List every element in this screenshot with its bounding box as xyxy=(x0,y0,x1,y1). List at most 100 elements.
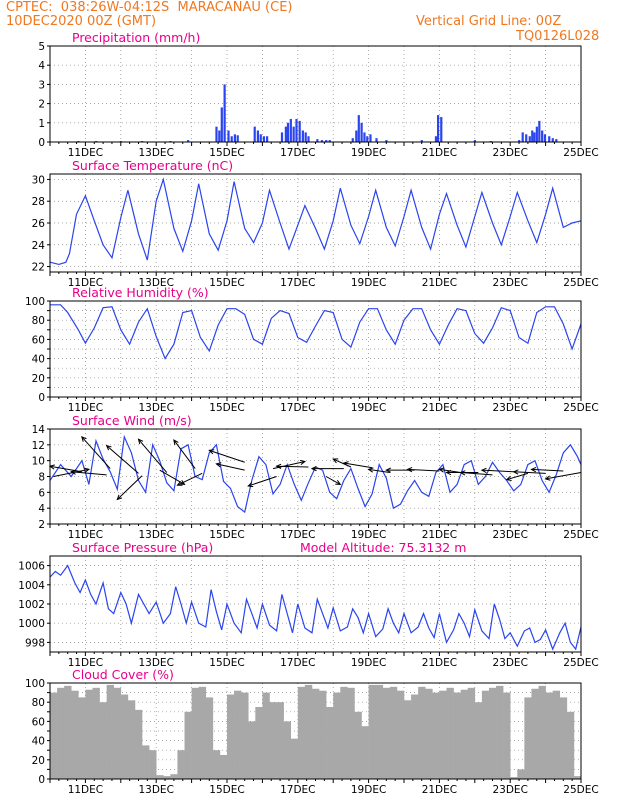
rh-xtick-label: 11DEC xyxy=(68,402,103,414)
temp-xtick-label: 19DEC xyxy=(351,277,386,289)
precip-frame xyxy=(49,45,582,143)
wind-vector xyxy=(173,439,196,469)
precip-bar xyxy=(440,117,443,142)
precip-bar xyxy=(525,134,528,142)
precip-ytick-label: 4 xyxy=(38,60,45,72)
wind-ytick-label: 6 xyxy=(38,487,45,499)
cloud-bar xyxy=(304,684,313,779)
wind-series-line xyxy=(49,434,582,514)
cloud-bar xyxy=(227,694,235,779)
wind-xtick-label: 17DEC xyxy=(280,529,315,541)
cloud-bar xyxy=(481,690,490,779)
cloud-bar xyxy=(559,697,568,779)
wind-vector xyxy=(276,465,309,468)
precip-bar xyxy=(220,107,223,142)
cloud-bar xyxy=(297,686,306,779)
wind-ytick-label: 4 xyxy=(38,503,45,515)
pres-xtick-label: 15DEC xyxy=(209,657,244,669)
wind-ytick-label: 12 xyxy=(32,440,45,452)
rh-ytick-label: 60 xyxy=(32,334,45,346)
precip-bar xyxy=(369,134,372,142)
wind-arrowhead xyxy=(116,494,123,501)
cloud-title: Cloud Cover (%) xyxy=(72,667,174,682)
rh-frame xyxy=(49,300,582,398)
cloud-xtick-label: 23DEC xyxy=(492,784,527,796)
cloud-bar xyxy=(127,700,136,779)
precip-bar xyxy=(375,138,378,142)
cloud-bar xyxy=(241,692,249,779)
wind-vector xyxy=(368,468,390,474)
wind-ytick-label: 10 xyxy=(32,456,45,468)
cloud-bar xyxy=(453,692,461,779)
wind-xtick-label: 23DEC xyxy=(492,529,527,541)
pres-panel xyxy=(47,555,582,656)
cloud-bar xyxy=(460,689,469,779)
cloud-bar xyxy=(418,686,426,779)
rh-xtick-label: 19DEC xyxy=(351,402,386,414)
precip-bar xyxy=(328,140,331,142)
pres-xtick-label: 21DEC xyxy=(422,657,457,669)
rh-xtick-label: 21DEC xyxy=(422,402,457,414)
pres-ytick-label: 1002 xyxy=(18,599,45,611)
wind-vector xyxy=(81,436,111,469)
wind-vector xyxy=(159,469,185,485)
wind-xtick-label: 11DEC xyxy=(68,529,103,541)
wind-vector xyxy=(106,445,139,474)
cloud-bar xyxy=(326,707,334,779)
precip-bar xyxy=(473,140,476,142)
wind-arrowhead xyxy=(299,459,307,465)
precip-bar xyxy=(363,132,366,142)
wind-xtick-label: 21DEC xyxy=(422,529,457,541)
rh-ytick-label: 40 xyxy=(32,354,45,366)
cloud-bar xyxy=(524,697,532,779)
cloud-bar xyxy=(191,687,199,779)
temp-ytick-label: 24 xyxy=(32,240,46,252)
precip-bar xyxy=(551,138,554,142)
precip-ytick-label: 0 xyxy=(38,137,45,149)
precip-bar xyxy=(528,136,531,142)
wind-arrowhead xyxy=(385,467,392,473)
wind-vector xyxy=(272,460,305,470)
precip-bar xyxy=(223,84,226,142)
precip-ytick-label: 2 xyxy=(38,99,45,111)
pres-title: Surface Pressure (hPa) xyxy=(72,540,213,555)
cloud-bar xyxy=(198,686,207,779)
wind-arrowhead xyxy=(544,475,551,481)
precip-bar xyxy=(230,136,233,142)
header-code: TQ0126L028 xyxy=(516,29,600,44)
wind-vector xyxy=(407,468,440,472)
precip-bar xyxy=(420,140,423,142)
rh-xtick-label: 23DEC xyxy=(492,402,527,414)
precip-xtick-label: 19DEC xyxy=(351,147,386,159)
precip-bar xyxy=(548,136,551,142)
cloud-bar xyxy=(488,687,497,779)
pres-ytick-label: 998 xyxy=(25,637,45,649)
temp-ytick-label: 22 xyxy=(32,262,45,274)
precip-bar xyxy=(215,126,218,142)
cloud-ytick-label: 80 xyxy=(32,697,45,709)
precip-bar xyxy=(541,130,544,142)
pres-xtick-label: 17DEC xyxy=(280,657,315,669)
precip-bar xyxy=(555,139,558,142)
wind-vector xyxy=(506,472,529,481)
cloud-bar xyxy=(425,688,433,779)
precip-bar xyxy=(298,120,301,142)
rh-title: Relative Humidity (%) xyxy=(72,285,209,300)
cloud-bar xyxy=(517,769,525,779)
wind-vector xyxy=(209,449,245,463)
wind-arrowhead xyxy=(215,462,222,468)
wind-arrowhead xyxy=(105,444,112,451)
cloud-bar xyxy=(255,707,263,779)
cloud-bar xyxy=(106,684,115,779)
temp-xtick-label: 15DEC xyxy=(209,277,244,289)
cloud-bar xyxy=(156,775,164,779)
cloud-bar xyxy=(573,776,582,779)
precip-bar xyxy=(543,134,547,142)
cloud-bar xyxy=(142,745,150,779)
wind-xtick-label: 15DEC xyxy=(209,529,244,541)
cloud-bar xyxy=(503,692,511,779)
wind-vector xyxy=(116,475,143,500)
cloud-bar xyxy=(269,702,277,779)
pres-xtick-label: 11DEC xyxy=(68,657,103,669)
cloud-bar xyxy=(333,692,341,779)
